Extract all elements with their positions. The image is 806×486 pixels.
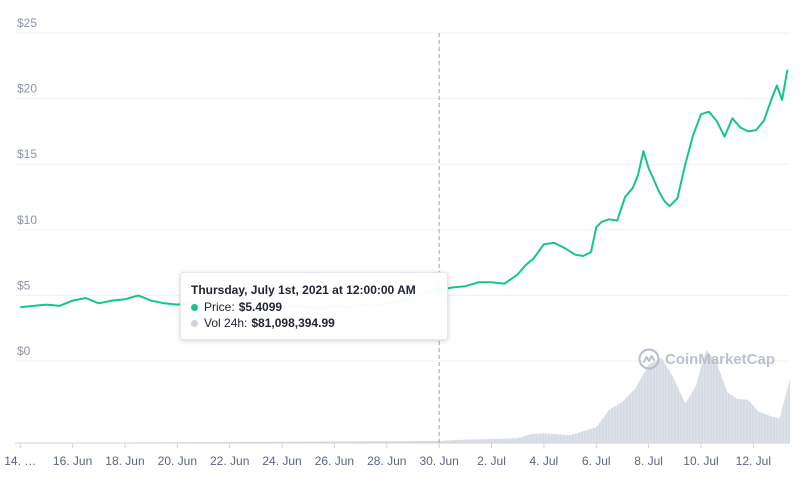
y-tick-label: $20 <box>17 82 37 96</box>
tooltip-price-label: Price: <box>204 300 235 314</box>
y-tick-label: $5 <box>17 278 31 292</box>
x-tick-label: 18. Jun <box>105 454 144 468</box>
tooltip-volume-value: $81,098,394.99 <box>251 316 335 330</box>
x-tick-label: 12. Jul <box>736 454 771 468</box>
x-tick-label: 10. Jul <box>683 454 718 468</box>
x-tick-label: 4. Jul <box>530 454 559 468</box>
y-tick-label: $10 <box>17 213 37 227</box>
x-tick-label: 26. Jun <box>315 454 354 468</box>
x-tick-label: 14. … <box>4 454 36 468</box>
x-tick-label: 22. Jun <box>210 454 249 468</box>
y-axis-ticks: $25 $20 $15 $10 $5 $0 <box>17 16 37 358</box>
y-tick-label: $0 <box>17 344 31 358</box>
x-tick-label: 28. Jun <box>367 454 406 468</box>
price-legend-dot <box>191 303 198 311</box>
x-axis-ticks: 14. … 16. Jun 18. Jun 20. Jun 22. Jun 24. Jun… <box>4 442 790 468</box>
watermark-text: CoinMarketCap <box>665 350 776 368</box>
volume-area <box>20 349 790 443</box>
tooltip-volume-label: Vol 24h: <box>204 316 248 330</box>
chart-tooltip: Thursday, July 1st, 2021 at 12:00:00 AM … <box>180 272 448 340</box>
watermark: CoinMarketCap <box>638 348 775 370</box>
x-tick-label: 24. Jun <box>262 454 301 468</box>
x-tick-label: 30. Jun <box>419 454 458 468</box>
x-tick-label: 20. Jun <box>158 454 197 468</box>
tooltip-price-row: Price: $5.4099 <box>191 299 437 315</box>
x-tick-label: 2. Jul <box>477 454 506 468</box>
price-line-after <box>439 69 789 291</box>
x-tick-label: 8. Jul <box>634 454 663 468</box>
tooltip-volume-row: Vol 24h: $81,098,394.99 <box>191 315 437 331</box>
y-tick-label: $25 <box>17 16 37 30</box>
coinmarketcap-logo-icon <box>638 348 660 370</box>
x-tick-label: 16. Jun <box>53 454 92 468</box>
y-tick-label: $15 <box>17 147 37 161</box>
tooltip-title: Thursday, July 1st, 2021 at 12:00:00 AM <box>191 283 416 297</box>
volume-legend-dot <box>191 319 198 327</box>
tooltip-price-value: $5.4099 <box>238 300 283 314</box>
volume-area-series <box>20 335 790 443</box>
x-tick-label: 6. Jul <box>582 454 611 468</box>
